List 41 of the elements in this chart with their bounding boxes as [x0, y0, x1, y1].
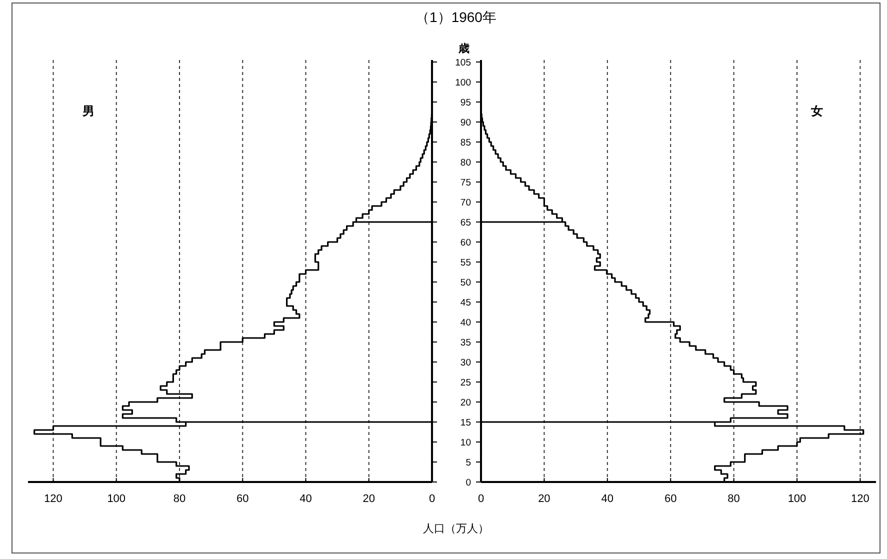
y-tick-label: 85 [460, 138, 471, 148]
x-tick-label: 80 [173, 493, 186, 505]
x-tick-label: 40 [300, 493, 312, 505]
y-tick-label: 40 [460, 318, 471, 328]
x-tick-label: 40 [601, 493, 614, 505]
x-tick-label: 20 [538, 493, 550, 505]
y-tick-label: 20 [460, 398, 471, 408]
text: 男 [82, 104, 95, 118]
x-tick-label: 80 [728, 493, 740, 505]
chart-title: （1）1960年 [416, 9, 496, 25]
y-tick-label: 60 [460, 238, 471, 248]
y-tick-label: 70 [460, 198, 471, 208]
y-tick-label: 90 [460, 118, 471, 128]
x-axis-title: 人口（万人） [423, 523, 489, 535]
y-axis-title: 歳 [458, 42, 470, 55]
y-tick-label: 65 [460, 218, 471, 228]
x-tick-label: 60 [664, 493, 677, 505]
y-tick-label: 55 [460, 258, 471, 268]
y-tick-label: 45 [460, 298, 471, 308]
y-tick-label: 10 [460, 438, 471, 448]
x-tick-label: 120 [851, 493, 870, 505]
y-tick-label: 15 [460, 418, 471, 428]
text: 女 [810, 104, 823, 118]
x-tick-label: 0 [428, 493, 436, 505]
x-tick-label: 20 [362, 493, 375, 505]
y-tick-label: 95 [460, 98, 471, 108]
y-tick-label: 0 [466, 478, 471, 488]
x-tick-label: 100 [107, 493, 126, 505]
y-tick-label: 25 [460, 378, 471, 388]
y-tick-label: 50 [460, 278, 471, 288]
x-tick-label: 0 [478, 493, 484, 505]
y-tick-label: 80 [460, 158, 471, 168]
y-tick-label: 5 [466, 458, 471, 468]
y-tick-label: 105 [455, 58, 471, 68]
y-tick-label: 30 [460, 358, 471, 368]
y-tick-label: 75 [460, 178, 471, 188]
x-tick-label: 100 [788, 493, 806, 505]
x-tick-label: 120 [44, 493, 62, 505]
x-tick-label: 60 [236, 493, 249, 505]
y-tick-label: 35 [460, 338, 471, 348]
y-tick-label: 100 [455, 78, 471, 88]
